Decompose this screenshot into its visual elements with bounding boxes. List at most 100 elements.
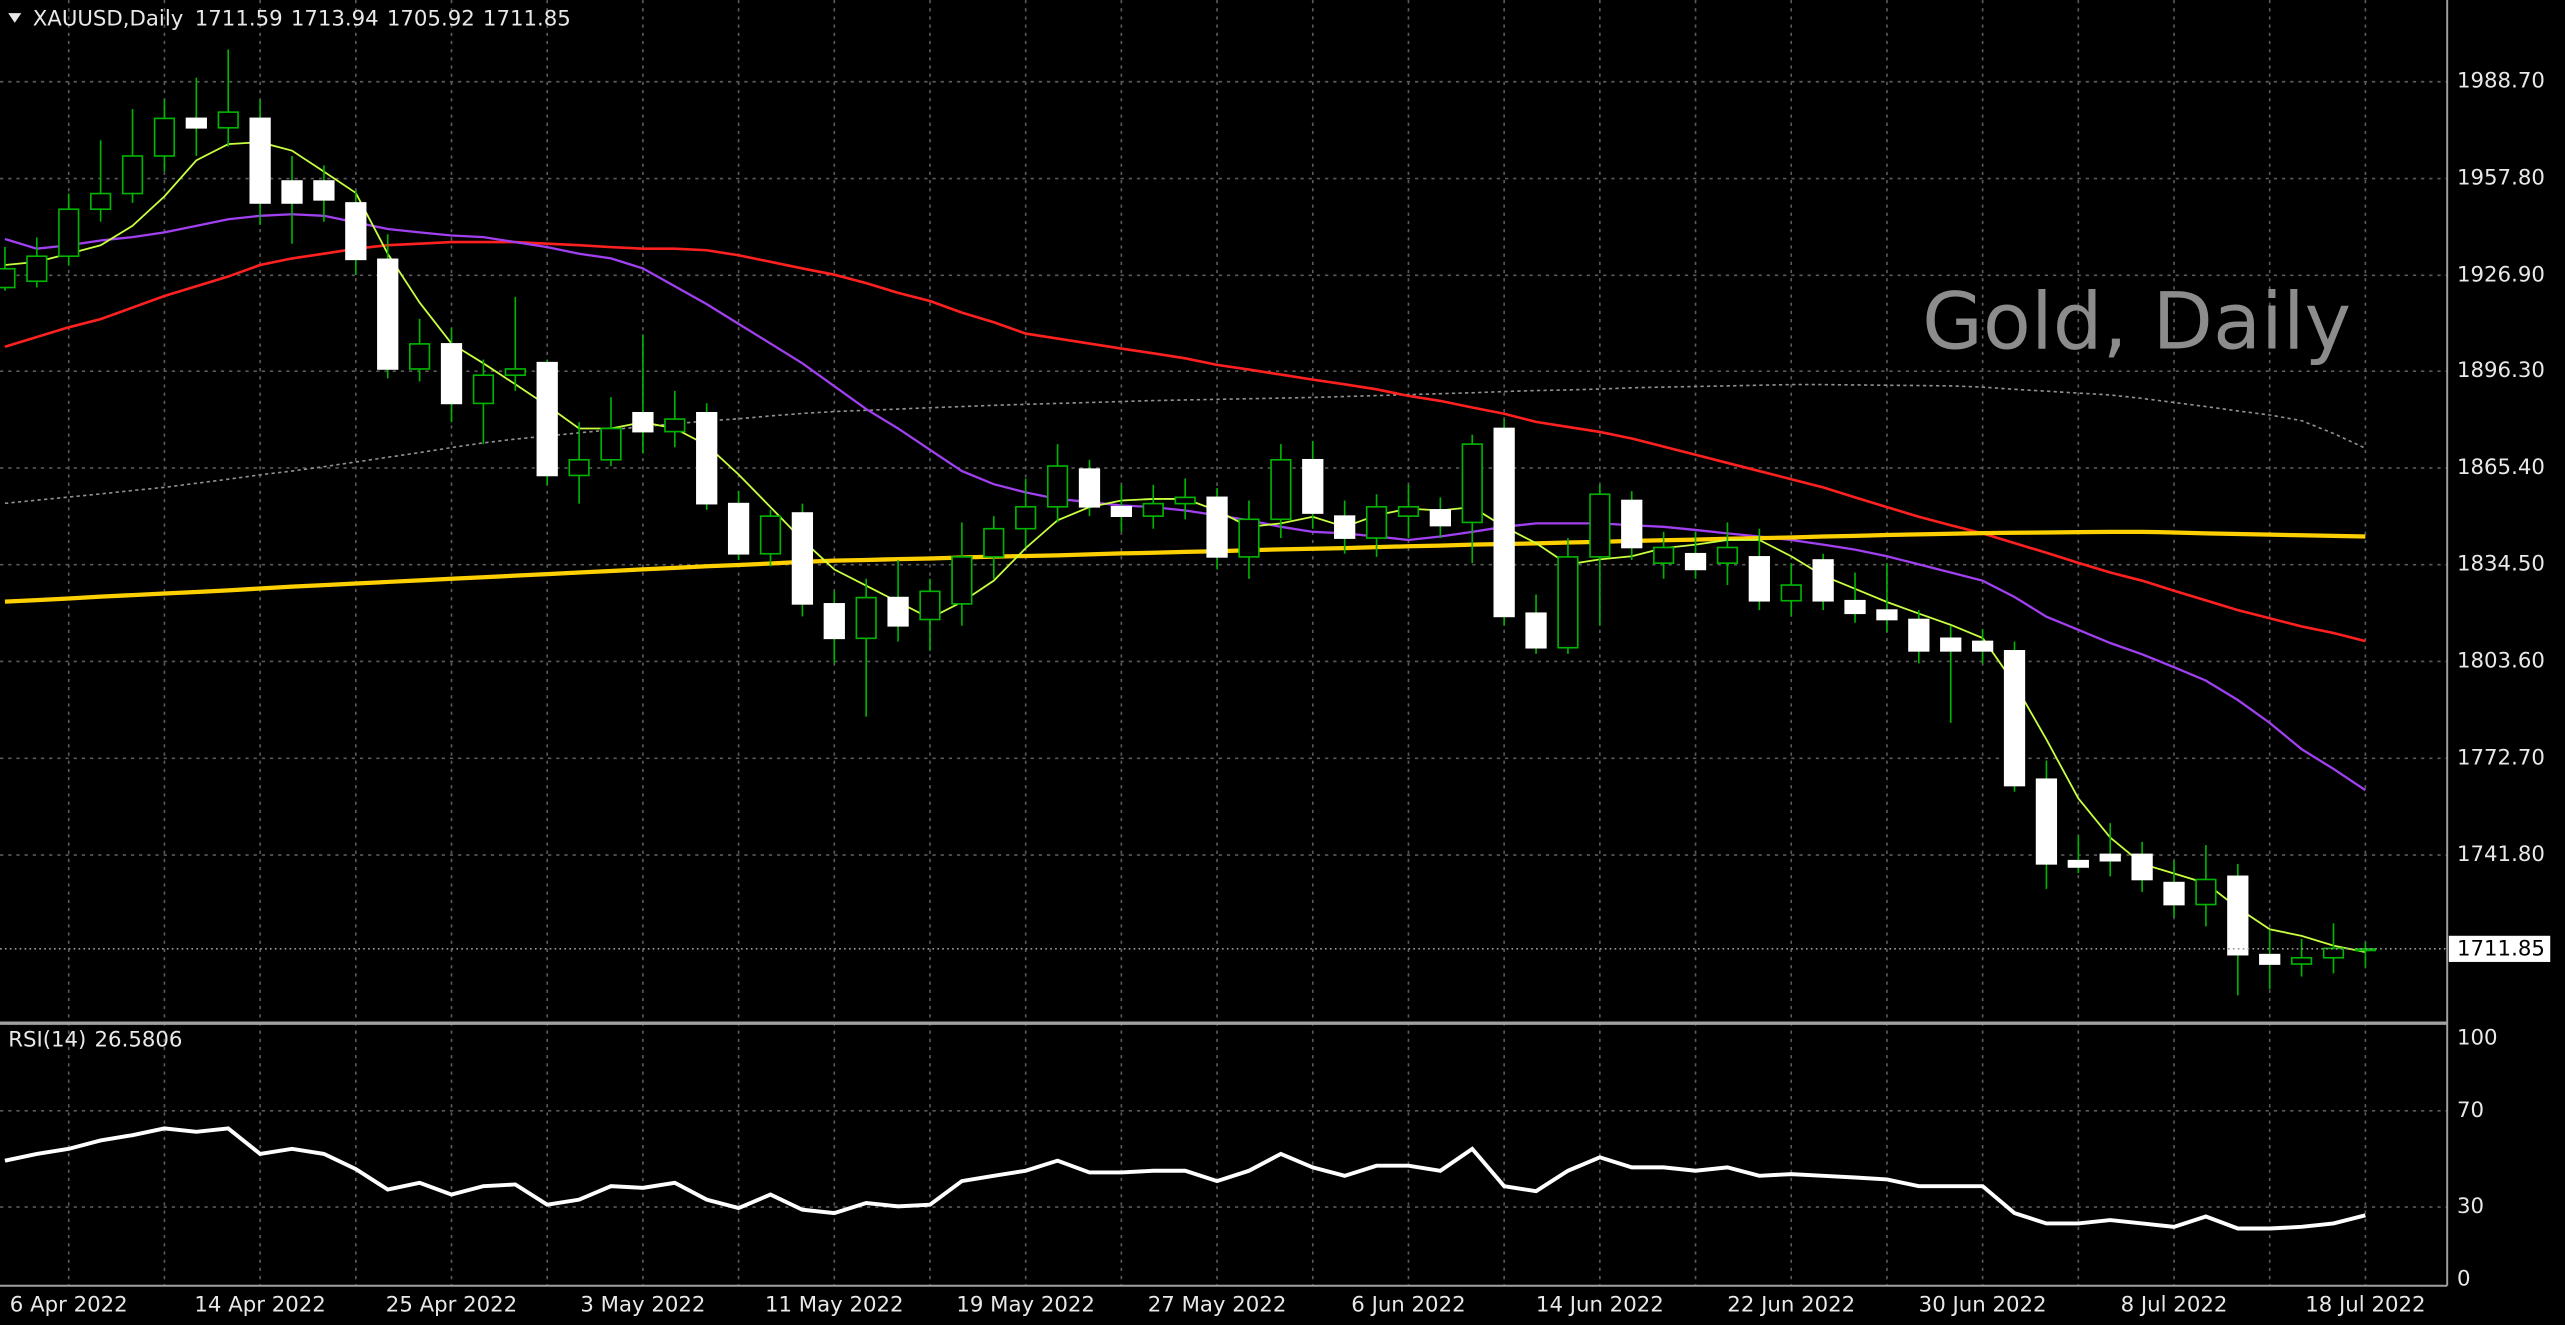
candle-body bbox=[1238, 518, 1260, 558]
candle-body bbox=[504, 368, 526, 377]
x-tick-label: 25 Apr 2022 bbox=[386, 1292, 517, 1317]
y-tick-label: 1741.80 bbox=[2457, 842, 2545, 867]
candle-body bbox=[1302, 458, 1324, 514]
candle-body bbox=[1397, 505, 1420, 517]
y-tick-label: 1988.70 bbox=[2457, 69, 2545, 94]
watermark: Gold, Daily bbox=[1922, 276, 2351, 368]
candle-body bbox=[664, 418, 686, 433]
x-tick-label: 19 May 2022 bbox=[956, 1292, 1095, 1317]
collapse-arrow[interactable] bbox=[8, 13, 22, 23]
candle-body bbox=[600, 427, 622, 461]
candle-body bbox=[1940, 637, 1962, 652]
candle-body bbox=[2195, 878, 2217, 906]
candle-body bbox=[1653, 546, 1675, 564]
candle-body bbox=[1110, 505, 1133, 517]
x-tick-label: 6 Apr 2022 bbox=[10, 1292, 128, 1317]
x-tick-label: 18 Jul 2022 bbox=[2305, 1292, 2425, 1317]
candle-body bbox=[1493, 427, 1515, 618]
last-price-label: 1711.85 bbox=[2457, 937, 2545, 962]
candle-body bbox=[1908, 618, 1930, 652]
y-tick-label: 0 bbox=[2457, 1266, 2471, 1291]
x-tick-label: 11 May 2022 bbox=[765, 1292, 904, 1317]
candle-body bbox=[345, 202, 367, 261]
candle-body bbox=[1206, 496, 1228, 558]
candle-body bbox=[2099, 853, 2121, 862]
candle-body bbox=[2131, 853, 2153, 881]
candle-body bbox=[2259, 953, 2281, 965]
candle-body bbox=[2035, 778, 2058, 865]
moving-average-line bbox=[4, 240, 2366, 643]
candle-body bbox=[440, 343, 463, 405]
chart-header: XAUUSD,Daily 1711.59 1713.94 1705.92 1711.85 bbox=[33, 7, 571, 32]
x-tick-label: 14 Apr 2022 bbox=[194, 1292, 325, 1317]
candle-body bbox=[1525, 612, 1547, 649]
close-value: 1711.85 bbox=[483, 7, 571, 32]
moving-average-line bbox=[4, 529, 2366, 604]
candle-body bbox=[791, 512, 814, 605]
candle-body bbox=[696, 411, 718, 505]
candle-body bbox=[0, 267, 16, 289]
candle-body bbox=[2163, 881, 2185, 906]
x-tick-label: 14 Jun 2022 bbox=[1536, 1292, 1664, 1317]
indicator-line bbox=[4, 1126, 2366, 1231]
last-price-box bbox=[2448, 935, 2551, 962]
candle-body bbox=[887, 596, 909, 627]
candle-body bbox=[1971, 640, 1994, 652]
candle-body bbox=[1748, 556, 1770, 602]
candle-body bbox=[1078, 468, 1101, 508]
moving-average-line bbox=[4, 383, 2366, 505]
symbol-label: XAUUSD,Daily bbox=[33, 7, 184, 32]
candle-body bbox=[983, 527, 1005, 558]
candle-body bbox=[217, 111, 239, 129]
candle-body bbox=[2067, 859, 2089, 868]
y-tick-label: 1772.70 bbox=[2457, 745, 2545, 770]
candle-body bbox=[632, 411, 654, 433]
candle-body bbox=[1684, 552, 1707, 571]
candle-body bbox=[855, 596, 877, 640]
candle-body bbox=[1334, 515, 1356, 539]
candle-body bbox=[1174, 496, 1196, 505]
candle-body bbox=[2322, 947, 2345, 959]
candle-body bbox=[281, 180, 303, 204]
candle-body bbox=[536, 361, 558, 477]
y-tick-label: 1803.60 bbox=[2457, 648, 2545, 673]
x-tick-label: 3 May 2022 bbox=[580, 1292, 705, 1317]
y-tick-label: 100 bbox=[2457, 1026, 2498, 1051]
candle-body bbox=[1365, 505, 1388, 539]
candle-body bbox=[408, 343, 431, 370]
candle-body bbox=[823, 603, 845, 640]
candle-body bbox=[919, 590, 941, 621]
y-tick-label: 30 bbox=[2457, 1194, 2484, 1219]
candle-body bbox=[1876, 609, 1898, 621]
candle-body bbox=[90, 192, 112, 211]
candle-body bbox=[2290, 956, 2313, 965]
candle-body bbox=[1015, 505, 1037, 530]
candle-body bbox=[951, 556, 973, 605]
candle-body bbox=[1589, 493, 1611, 558]
candle-body bbox=[153, 117, 176, 157]
y-tick-label: 1834.50 bbox=[2457, 552, 2545, 577]
candle-body bbox=[568, 458, 590, 477]
rsi-last-value: 26.5806 bbox=[95, 1027, 183, 1052]
candle-body bbox=[1270, 458, 1292, 521]
low-value: 1705.92 bbox=[387, 7, 475, 32]
rsi-title: RSI(14) bbox=[8, 1027, 86, 1052]
candle-body bbox=[249, 117, 271, 204]
x-tick-label: 22 Jun 2022 bbox=[1727, 1292, 1855, 1317]
candle-body bbox=[2003, 650, 2026, 787]
x-tick-label: 30 Jun 2022 bbox=[1919, 1292, 2047, 1317]
candle-body bbox=[1716, 546, 1739, 564]
candle-body bbox=[58, 208, 80, 258]
candle-body bbox=[727, 502, 750, 555]
y-tick-label: 1896.30 bbox=[2457, 358, 2545, 383]
open-value: 1711.59 bbox=[195, 7, 283, 32]
candle-body bbox=[185, 117, 207, 129]
candle-body bbox=[2227, 875, 2249, 956]
candle-body bbox=[1621, 499, 1643, 549]
candle-body bbox=[1046, 465, 1069, 508]
candle-body bbox=[26, 255, 48, 283]
candle-body bbox=[377, 258, 399, 370]
